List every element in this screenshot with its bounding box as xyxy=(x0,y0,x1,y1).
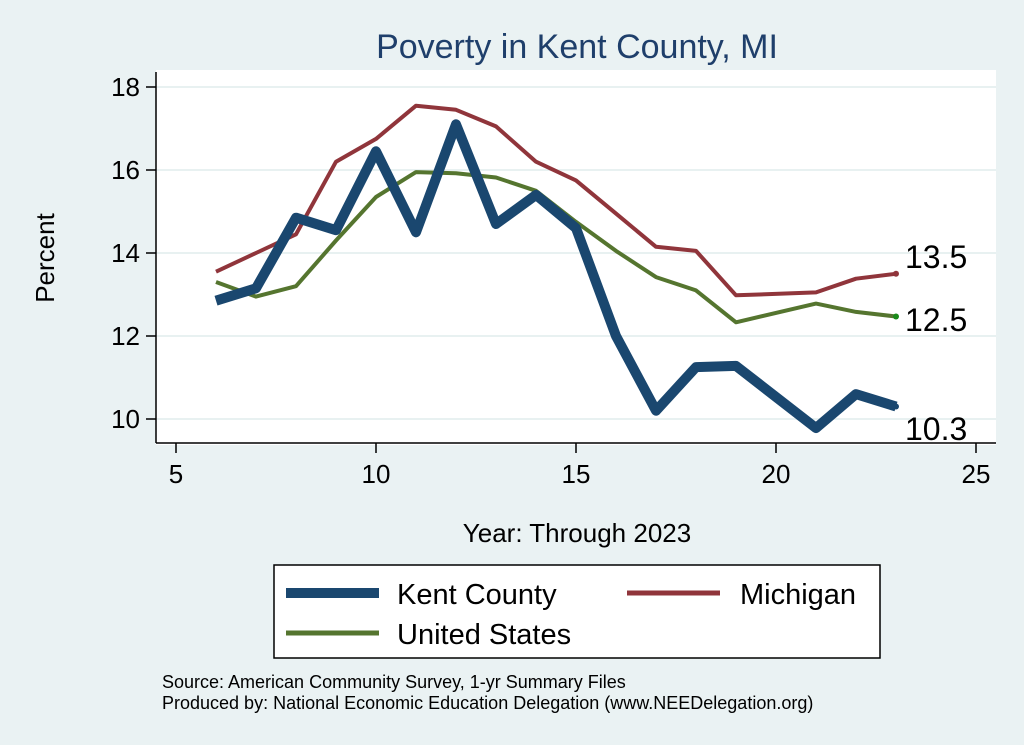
legend: Kent County Michigan United States xyxy=(286,579,856,651)
series-end-point-michigan xyxy=(893,270,899,277)
end-label-united-states: 12.5 xyxy=(905,302,967,338)
y-axis-label: Percent xyxy=(30,212,60,302)
x-tick-label: 20 xyxy=(762,459,791,489)
series-line-kent-county xyxy=(214,119,898,434)
y-tick-label: 14 xyxy=(111,238,140,268)
chart-title: Poverty in Kent County, MI xyxy=(376,28,778,66)
end-label-michigan: 13.5 xyxy=(905,239,967,275)
x-axis-ticks: 5 10 15 20 25 xyxy=(169,443,991,489)
legend-label-united-states: United States xyxy=(397,619,571,651)
y-tick-label: 10 xyxy=(111,404,140,434)
x-tick-label: 25 xyxy=(962,459,991,489)
y-axis-ticks: 10 12 14 16 18 xyxy=(111,72,156,434)
producer-note: Produced by: National Economic Education… xyxy=(162,693,813,713)
legend-label-michigan: Michigan xyxy=(740,579,856,611)
legend-box xyxy=(273,564,881,659)
end-label-kent-county: 10.3 xyxy=(905,411,967,447)
grid-lines xyxy=(156,86,996,420)
y-tick-label: 12 xyxy=(111,321,140,351)
x-tick-label: 5 xyxy=(169,459,183,489)
x-tick-label: 15 xyxy=(562,459,591,489)
y-tick-label: 18 xyxy=(111,72,140,102)
y-tick-label: 16 xyxy=(111,155,140,185)
legend-label-kent-county: Kent County xyxy=(397,579,557,611)
x-tick-label: 10 xyxy=(362,459,391,489)
series-end-point-kent-county xyxy=(893,403,899,410)
series-end-point-united-states xyxy=(893,313,899,320)
x-axis-label: Year: Through 2023 xyxy=(463,518,691,548)
series-line-michigan xyxy=(215,103,897,298)
end-value-labels: 10.3 13.5 12.5 xyxy=(905,239,967,447)
plot-area xyxy=(156,70,996,445)
source-note: Source: American Community Survey, 1-yr … xyxy=(162,672,626,692)
series-lines xyxy=(214,103,899,434)
